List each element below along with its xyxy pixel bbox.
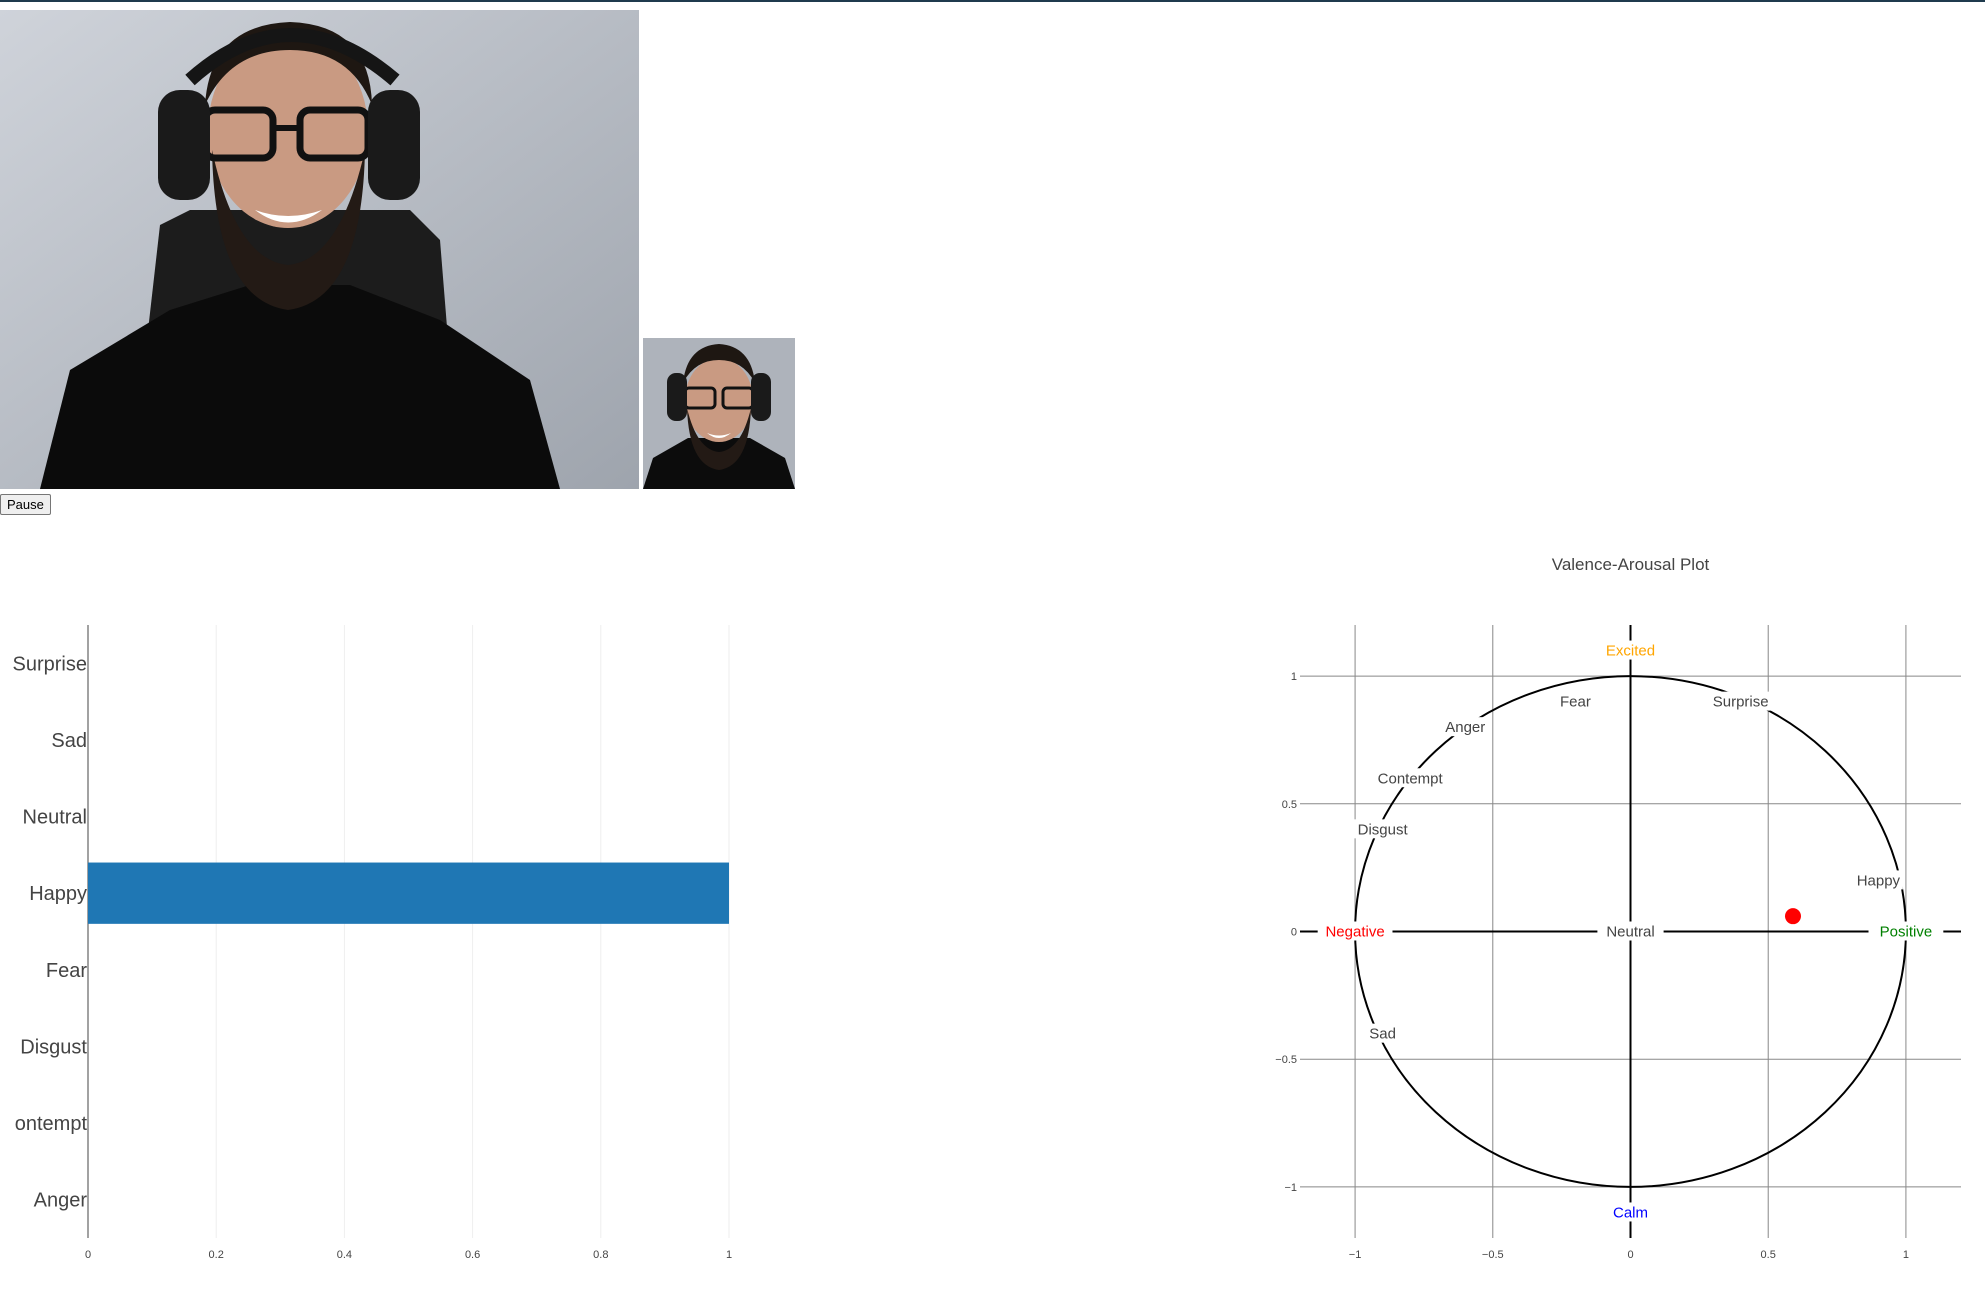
va-annotation-bg: [1703, 691, 1779, 711]
bar-category-label: Happy: [29, 883, 87, 905]
face-crop-thumbnail: [643, 338, 795, 489]
bar-x-tick-label: 0.4: [337, 1249, 352, 1261]
webcam-feed: [0, 10, 639, 489]
bar-chart-svg: 0 0.2 0.4 0.6 0.8 1 Anger ontempt Disgust Fear Hap…: [13, 625, 732, 1261]
va-annotation-bg: [1440, 717, 1490, 737]
bar-happy: [88, 862, 729, 924]
valence-arousal-plot: Valence-Arousal Plot −1 −1 −0.5 −0.5 0 0 0.5 0.5…: [1260, 540, 1985, 1290]
bar-category-label: Sad: [51, 730, 87, 752]
webcam-feed-image: [0, 10, 639, 489]
va-annotation-bg: [1868, 921, 1944, 941]
va-annotation-contempt: Contempt: [1378, 770, 1444, 787]
va-annotation-bg: [1597, 921, 1664, 941]
bar-category-label: ontempt: [15, 1113, 88, 1135]
emotion-bar-chart: 0 0.2 0.4 0.6 0.8 1 Anger ontempt Disgust Fear Hap…: [0, 540, 800, 1290]
va-annotation-anger: Anger: [1445, 719, 1485, 736]
bar-category-label: Anger: [34, 1190, 88, 1212]
bar-x-tick-label: 1: [726, 1249, 732, 1261]
va-annotation-excited: Excited: [1606, 643, 1655, 660]
bar-category-label: Neutral: [23, 807, 87, 829]
bar-x-tick-label: 0.6: [465, 1249, 480, 1261]
va-x-tick-label: 1: [1903, 1249, 1909, 1261]
bar-category-label: Disgust: [20, 1036, 87, 1058]
bar-x-tick-label: 0.2: [209, 1249, 224, 1261]
top-border: [0, 0, 1985, 2]
va-annotation-bg: [1853, 870, 1903, 890]
va-y-tick-label: −0.5: [1275, 1054, 1297, 1066]
bar-category-label: Surprise: [13, 653, 87, 675]
va-annotation-sad: Sad: [1369, 1026, 1396, 1043]
bar-category-label: Fear: [46, 960, 87, 982]
va-y-tick-label: −1: [1284, 1182, 1297, 1194]
face-crop-image: [643, 338, 795, 489]
bar-x-tick-label: 0: [85, 1249, 91, 1261]
va-x-tick-label: −0.5: [1482, 1249, 1504, 1261]
va-x-tick-label: 0: [1627, 1249, 1633, 1261]
va-x-tick-label: −1: [1349, 1249, 1362, 1261]
va-annotation-bg: [1555, 691, 1596, 711]
va-y-tick-label: 1: [1291, 671, 1297, 683]
va-annotation-happy: Happy: [1857, 872, 1901, 889]
va-annotation-bg: [1597, 640, 1664, 660]
va-annotation-surprise: Surprise: [1713, 694, 1769, 711]
chart-title: Valence-Arousal Plot: [1552, 555, 1710, 574]
va-annotation-bg: [1349, 819, 1416, 839]
va-current-point: [1784, 908, 1801, 925]
va-annotation-bg: [1366, 1023, 1399, 1043]
va-annotation-neutral: Neutral: [1606, 924, 1654, 941]
va-annotation-bg: [1610, 1202, 1651, 1222]
va-y-tick-label: 0.5: [1282, 799, 1297, 811]
va-annotation-bg: [1372, 768, 1448, 788]
va-annotation-calm: Calm: [1613, 1204, 1648, 1221]
bar-x-tick-label: 0.8: [593, 1249, 608, 1261]
va-annotation-positive: Positive: [1880, 924, 1933, 941]
va-x-tick-label: 0.5: [1761, 1249, 1776, 1261]
va-annotation-disgust: Disgust: [1358, 821, 1409, 838]
pause-button[interactable]: Pause: [0, 494, 51, 515]
va-chart-svg: Valence-Arousal Plot −1 −1 −0.5 −0.5 0 0 0.5 0.5…: [1275, 555, 1961, 1261]
va-annotation-fear: Fear: [1560, 694, 1591, 711]
va-annotation-negative: Negative: [1325, 924, 1384, 941]
va-y-tick-label: 0: [1291, 927, 1297, 939]
va-annotation-bg: [1317, 921, 1393, 941]
